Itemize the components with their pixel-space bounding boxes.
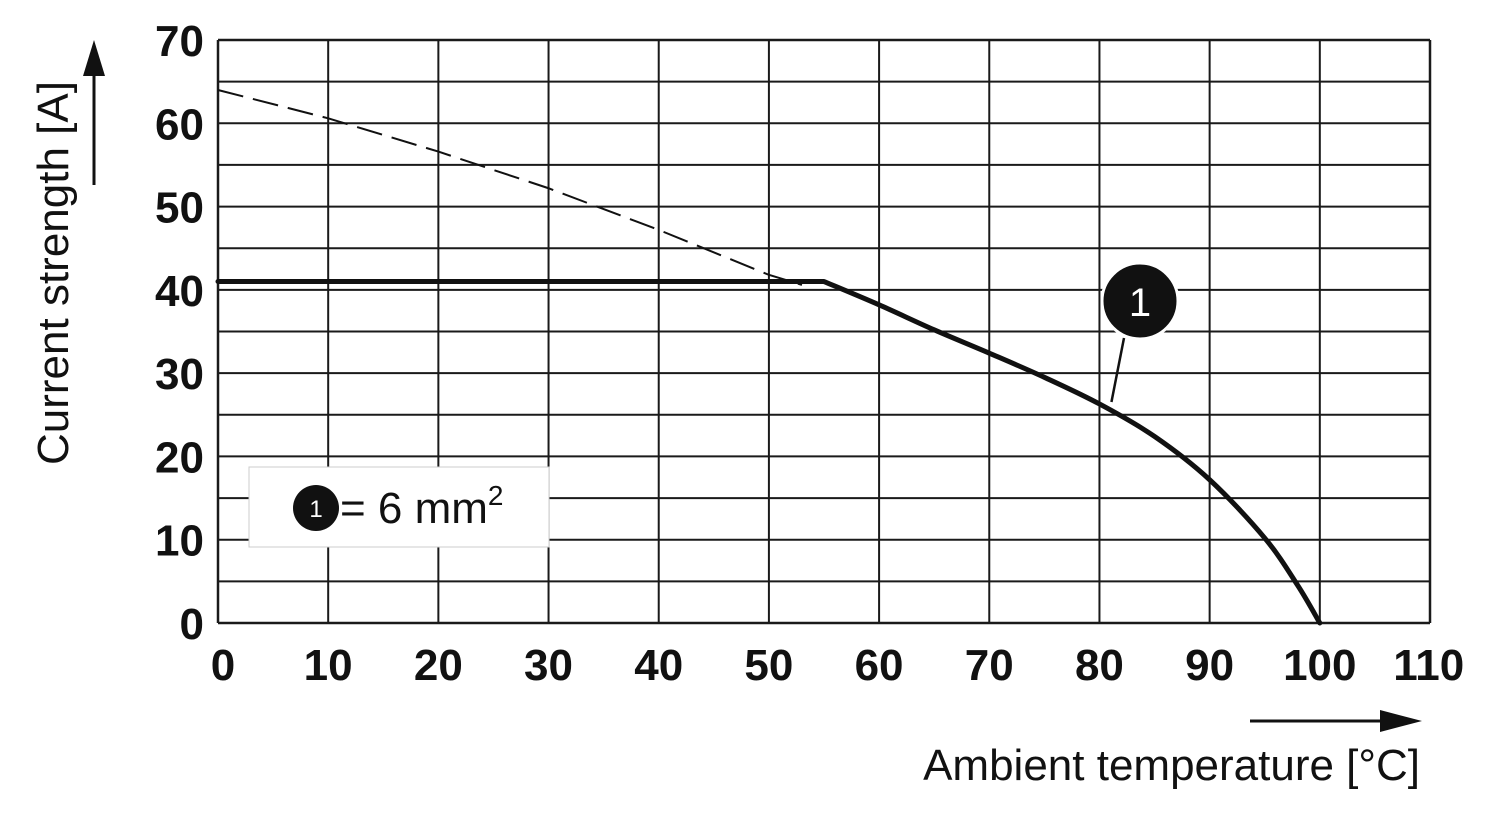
legend: 1 = 6 mm2 — [248, 466, 550, 548]
annotation-leader-line — [1110, 337, 1126, 403]
x-tick-label: 0 — [211, 641, 235, 690]
legend-marker-icon — [293, 485, 339, 531]
x-tick-label: 70 — [965, 641, 1014, 690]
tick-labels: 0 10 20 30 40 50 60 70 80 90 100 110 0 10 20 30 40 50 60 70 — [155, 17, 1464, 690]
x-tick-label: 90 — [1185, 641, 1234, 690]
x-tick-label: 30 — [524, 641, 573, 690]
y-tick-label: 60 — [155, 100, 204, 149]
x-tick-label: 20 — [414, 641, 463, 690]
series-layer — [215, 89, 1323, 626]
y-tick-label: 20 — [155, 433, 204, 482]
series-line-dashed — [217, 89, 803, 286]
y-tick-label: 0 — [180, 600, 204, 649]
x-tick-label: 50 — [744, 641, 793, 690]
legend-text-sup: 2 — [488, 480, 504, 511]
x-tick-label: 10 — [304, 641, 353, 690]
legend-text-main: = 6 mm — [340, 484, 488, 533]
x-tick-label: 100 — [1283, 641, 1356, 690]
legend-text: = 6 mm2 — [340, 480, 504, 533]
x-tick-label: 80 — [1075, 641, 1124, 690]
annotation-marker-label: 1 — [1129, 281, 1151, 325]
x-axis-arrow-icon — [1380, 710, 1422, 732]
grid — [216, 38, 1432, 625]
y-axis-title-group: Current strength [A] — [29, 40, 105, 465]
x-axis-title: Ambient temperature [°C] — [923, 741, 1420, 790]
y-tick-label: 10 — [155, 517, 204, 566]
series-line-solid — [215, 279, 1323, 626]
y-tick-label: 50 — [155, 184, 204, 233]
x-axis-title-group: Ambient temperature [°C] — [923, 710, 1422, 790]
x-tick-label: 110 — [1393, 641, 1464, 690]
x-tick-label: 40 — [634, 641, 683, 690]
y-axis-title: Current strength [A] — [29, 81, 78, 465]
y-axis-arrow-icon — [83, 40, 105, 76]
annotation-marker-icon — [1100, 261, 1180, 341]
y-tick-label: 30 — [155, 350, 204, 399]
y-tick-label: 40 — [155, 267, 204, 316]
legend-marker-label: 1 — [309, 496, 322, 523]
y-tick-label: 70 — [155, 17, 204, 66]
annotation: 1 — [1100, 261, 1180, 403]
x-tick-label: 60 — [855, 641, 904, 690]
